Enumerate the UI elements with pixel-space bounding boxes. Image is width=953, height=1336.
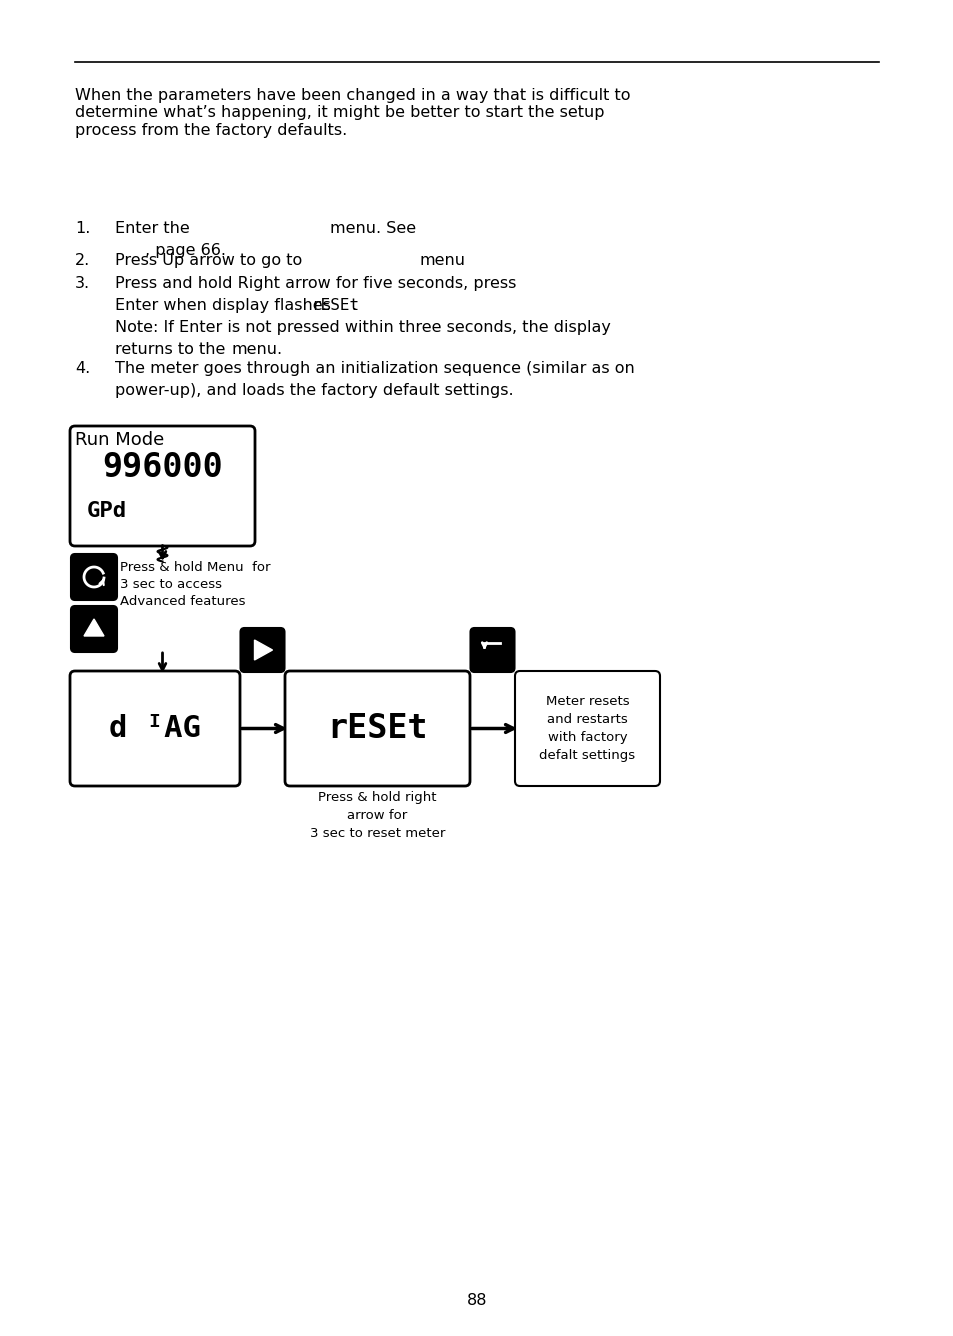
Text: rESEt: rESEt <box>327 712 427 745</box>
FancyBboxPatch shape <box>70 671 240 786</box>
FancyBboxPatch shape <box>470 628 514 672</box>
Text: 1.: 1. <box>75 220 91 236</box>
Text: 996000: 996000 <box>102 452 223 484</box>
Text: returns to the: returns to the <box>115 342 225 357</box>
Text: GPd: GPd <box>87 501 127 521</box>
Text: Press and hold Right arrow for five seconds, press: Press and hold Right arrow for five seco… <box>115 277 516 291</box>
Polygon shape <box>84 619 104 636</box>
Text: Meter resets
and restarts
with factory
defalt settings: Meter resets and restarts with factory d… <box>538 695 635 762</box>
Text: When the parameters have been changed in a way that is difficult to
determine wh: When the parameters have been changed in… <box>75 88 630 138</box>
FancyBboxPatch shape <box>70 426 254 546</box>
Text: Enter the: Enter the <box>115 220 190 236</box>
Text: d ᴵAG: d ᴵAG <box>109 713 201 743</box>
Text: 4.: 4. <box>75 361 91 375</box>
Text: Press & hold right
arrow for
3 sec to reset meter: Press & hold right arrow for 3 sec to re… <box>310 791 445 840</box>
Text: Note: If Enter is not pressed within three seconds, the display: Note: If Enter is not pressed within thr… <box>115 321 610 335</box>
Text: Enter when display flashes: Enter when display flashes <box>115 298 335 313</box>
Text: menu. See: menu. See <box>330 220 416 236</box>
Text: rESEt: rESEt <box>311 298 358 313</box>
Text: 2.: 2. <box>75 253 91 269</box>
FancyBboxPatch shape <box>71 607 117 652</box>
Text: Press & hold Menu  for
3 sec to access
Advanced features: Press & hold Menu for 3 sec to access Ad… <box>120 561 271 608</box>
Text: power-up), and loads the factory default settings.: power-up), and loads the factory default… <box>115 383 513 398</box>
Text: 3.: 3. <box>75 277 90 291</box>
Text: Press Up arrow to go to: Press Up arrow to go to <box>115 253 302 269</box>
FancyBboxPatch shape <box>285 671 470 786</box>
FancyBboxPatch shape <box>515 671 659 786</box>
Text: , page 66.: , page 66. <box>145 243 226 258</box>
Text: menu.: menu. <box>232 342 283 357</box>
Text: The meter goes through an initialization sequence (similar as on: The meter goes through an initialization… <box>115 361 634 375</box>
FancyBboxPatch shape <box>240 628 284 672</box>
FancyBboxPatch shape <box>71 554 117 600</box>
Text: Run Mode: Run Mode <box>75 432 164 449</box>
Text: .: . <box>351 298 355 313</box>
Text: 88: 88 <box>466 1293 487 1308</box>
Polygon shape <box>254 640 273 660</box>
Text: menu: menu <box>419 253 465 269</box>
